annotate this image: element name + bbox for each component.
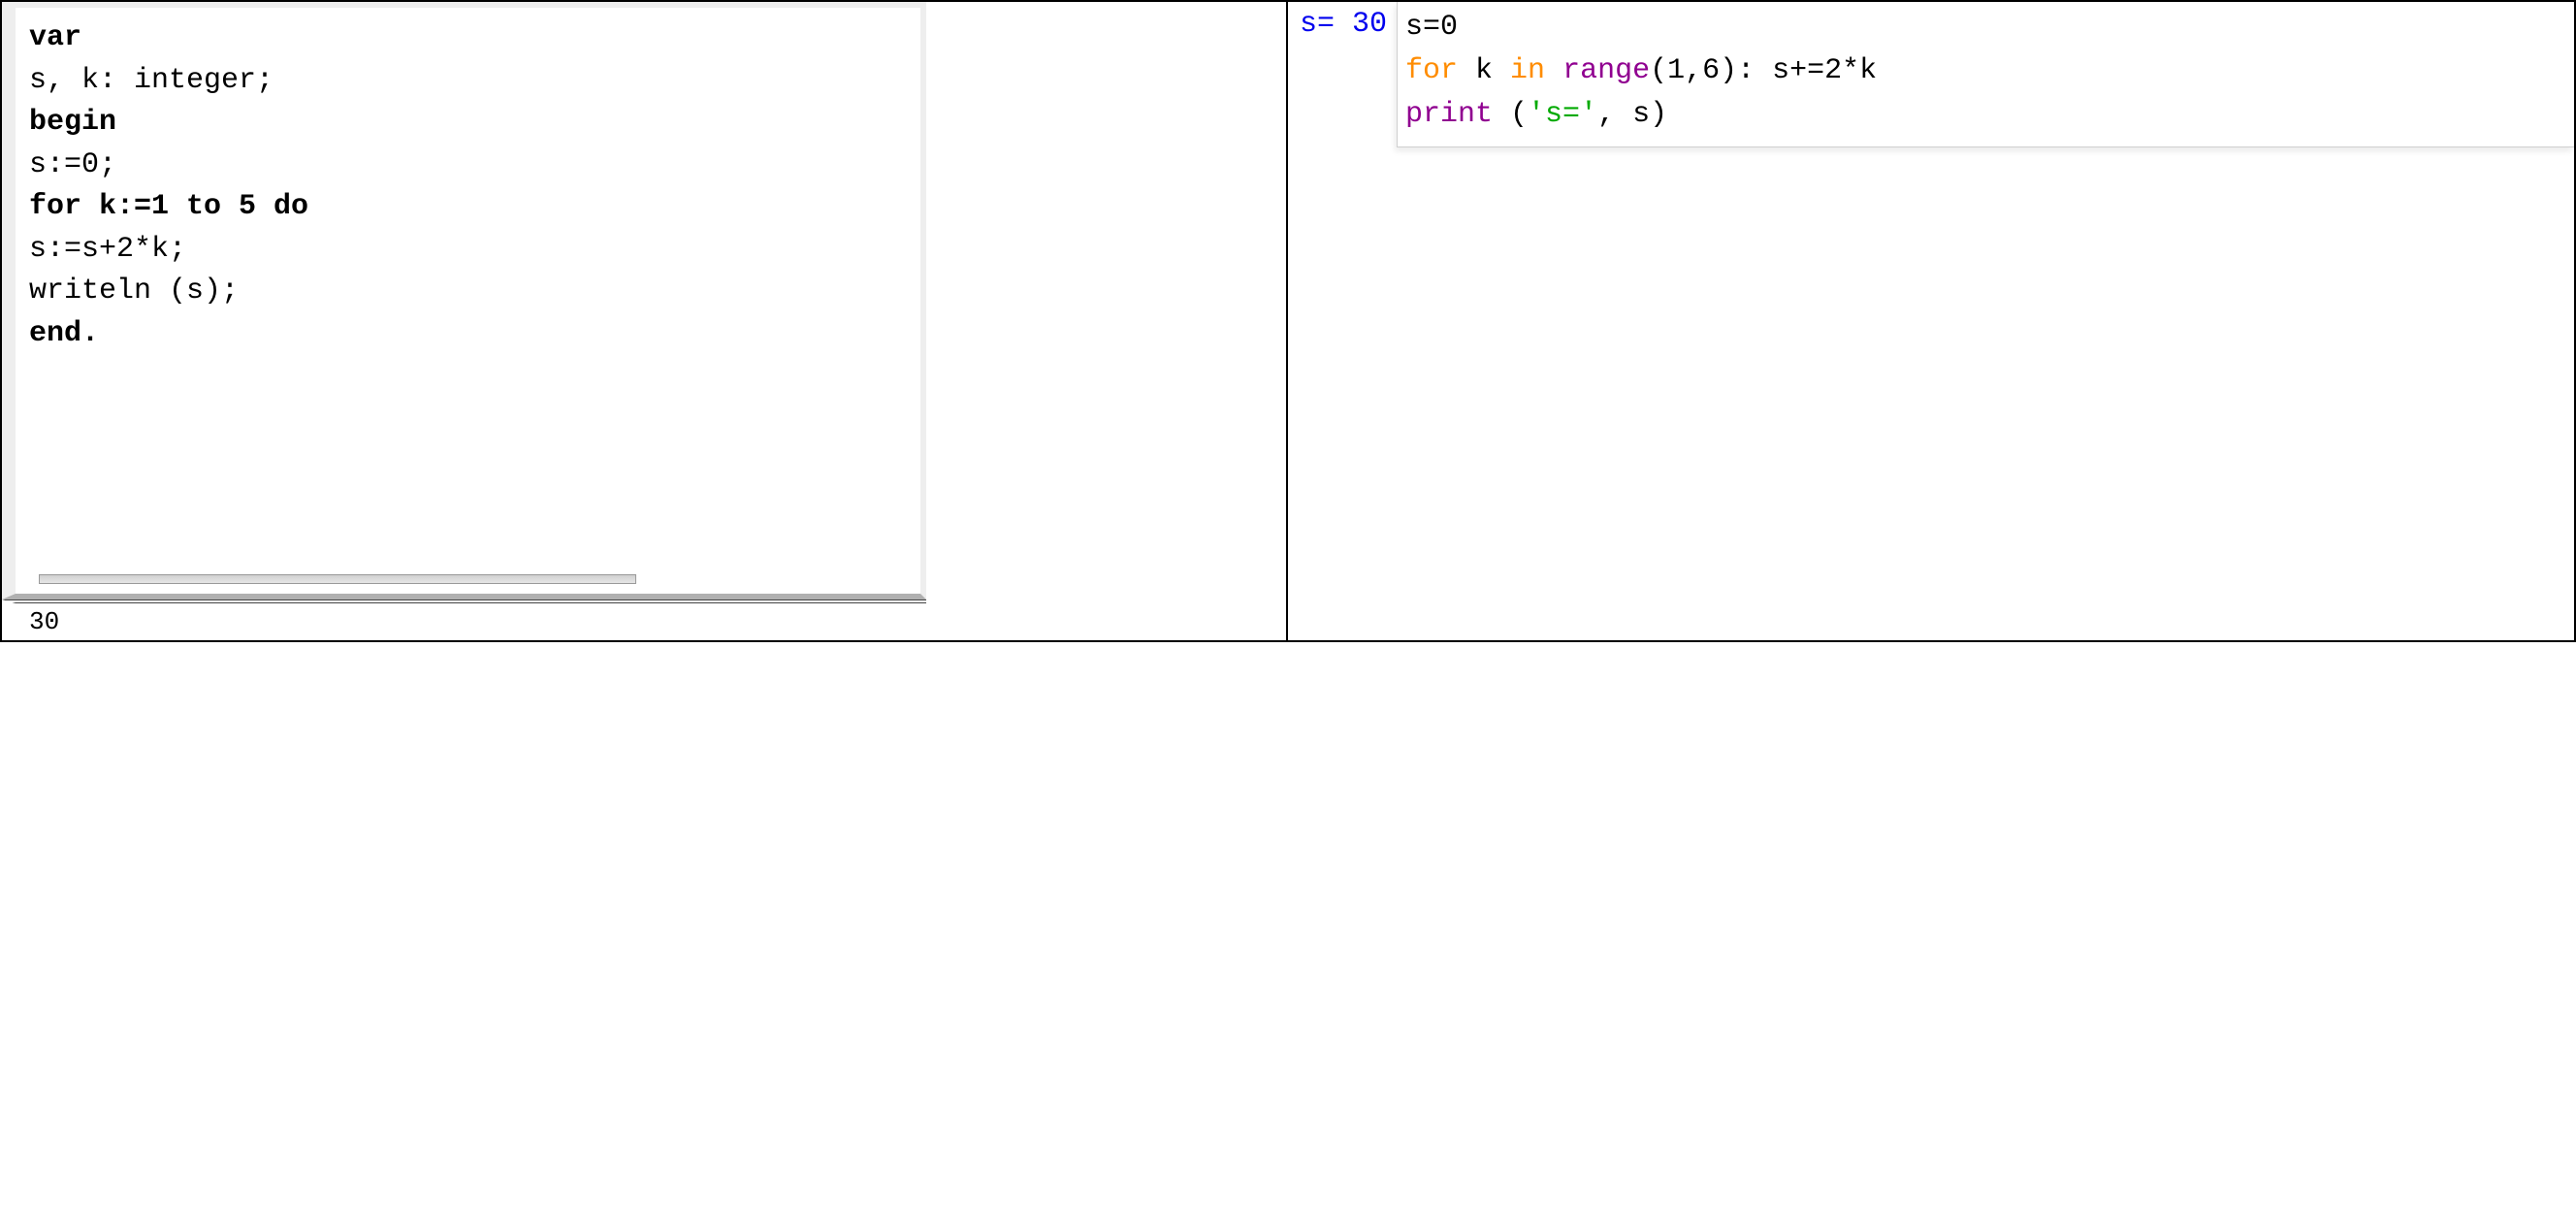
pascal-output-bar: 30 xyxy=(2,599,926,640)
pascal-blank-area xyxy=(29,355,907,568)
pascal-line-for: for k:=1 to 5 do xyxy=(29,186,907,229)
py-l2-for: for xyxy=(1405,54,1458,87)
py-l2-var: k xyxy=(1458,54,1510,87)
two-column-table: var s, k: integer; begin s:=0; for k:=1 … xyxy=(0,0,2576,642)
pascal-line-var: var xyxy=(29,17,907,60)
left-cell: var s, k: integer; begin s:=0; for k:=1 … xyxy=(2,2,1288,640)
py-l2-args: (1,6): s+=2*k xyxy=(1650,54,1877,87)
py-l3-rest: , s) xyxy=(1597,98,1667,131)
python-line-3: print ('s=', s) xyxy=(1405,93,2566,137)
pascal-line-body: s:=s+2*k; xyxy=(29,229,907,272)
pascal-scrollbar[interactable] xyxy=(39,574,636,584)
python-line-2: for k in range(1,6): s+=2*k xyxy=(1405,49,2566,93)
python-output-value: s= 30 xyxy=(1300,8,1387,41)
pascal-line-begin: begin xyxy=(29,102,907,145)
py-l3-print: print xyxy=(1405,98,1493,131)
pascal-output-value: 30 xyxy=(29,607,59,636)
py-l3-paren1: ( xyxy=(1493,98,1528,131)
pascal-line-writeln: writeln (s); xyxy=(29,271,907,313)
py-l2-in: in xyxy=(1510,54,1545,87)
python-shell-output: s= 30 xyxy=(1288,2,1397,47)
pascal-line-end: end. xyxy=(29,313,907,356)
pascal-line-init: s:=0; xyxy=(29,145,907,187)
py-l3-str: 's=' xyxy=(1528,98,1597,131)
pascal-editor-window: var s, k: integer; begin s:=0; for k:=1 … xyxy=(2,2,1286,640)
py-l1-name: s xyxy=(1405,11,1423,44)
pascal-line-decl: s, k: integer; xyxy=(29,60,907,103)
pascal-code-area: var s, k: integer; begin s:=0; for k:=1 … xyxy=(2,2,926,599)
py-l1-rest: =0 xyxy=(1423,11,1458,44)
python-code-box: s=0 for k in range(1,6): s+=2*k print ('… xyxy=(1397,2,2574,147)
python-line-1: s=0 xyxy=(1405,6,2566,49)
right-cell: s= 30 s=0 for k in range(1,6): s+=2*k pr… xyxy=(1288,2,2574,640)
py-l2-range: range xyxy=(1545,54,1650,87)
